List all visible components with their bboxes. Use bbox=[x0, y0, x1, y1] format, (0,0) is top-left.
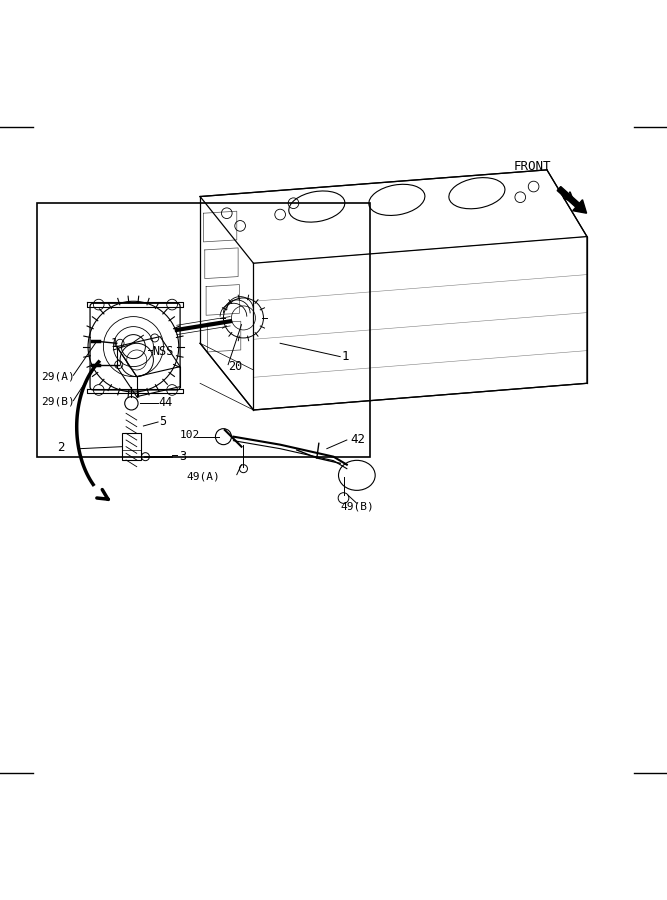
Text: 1: 1 bbox=[110, 337, 117, 350]
Text: 42: 42 bbox=[350, 434, 365, 446]
Text: NSS: NSS bbox=[152, 346, 173, 358]
Text: 2: 2 bbox=[57, 442, 64, 454]
Text: 49(A): 49(A) bbox=[187, 472, 221, 482]
Bar bbox=[122, 433, 141, 460]
Text: 44: 44 bbox=[159, 396, 173, 410]
Text: 102: 102 bbox=[180, 430, 200, 440]
Text: 20: 20 bbox=[228, 360, 242, 373]
Text: 29(A): 29(A) bbox=[41, 372, 75, 382]
Bar bbox=[37, 203, 370, 456]
Text: 29(B): 29(B) bbox=[41, 397, 75, 407]
Text: FRONT: FRONT bbox=[514, 160, 551, 173]
Text: 5: 5 bbox=[159, 416, 166, 428]
Text: 3: 3 bbox=[179, 450, 186, 464]
FancyArrow shape bbox=[557, 186, 586, 213]
Text: 49(B): 49(B) bbox=[340, 501, 374, 512]
Text: 1: 1 bbox=[342, 350, 349, 363]
